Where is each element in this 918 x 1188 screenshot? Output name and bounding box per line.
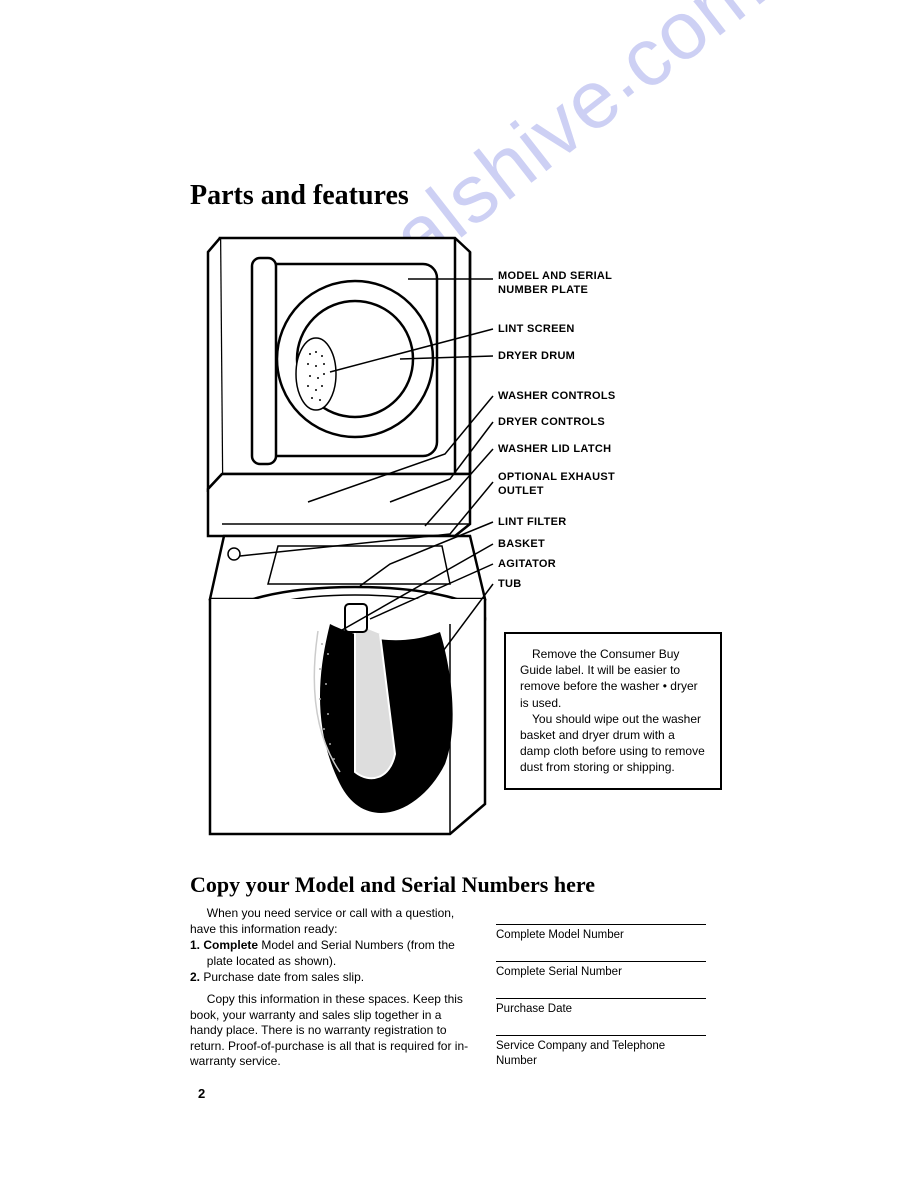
callout-basket: BASKET [498, 538, 545, 552]
steps-list: 1. Complete Model and Serial Numbers (fr… [190, 938, 470, 986]
parts-diagram: MODEL AND SERIAL NUMBER PLATE LINT SCREE… [190, 224, 730, 854]
field-label-service: Service Company and Telephone Number [496, 1039, 706, 1069]
field-purchase: Purchase Date [496, 998, 706, 1017]
section-title: Copy your Model and Serial Numbers here [190, 872, 730, 898]
step-1: 1. Complete Model and Serial Numbers (fr… [190, 938, 470, 969]
callout-dryer-controls: DRYER CONTROLS [498, 416, 605, 430]
note-p1: Remove the Consumer Buy Guide label. It … [520, 646, 706, 711]
blank-line[interactable] [496, 961, 706, 962]
page-title: Parts and features [190, 180, 730, 212]
callout-agitator: AGITATOR [498, 558, 556, 572]
fields-column: Complete Model Number Complete Serial Nu… [496, 906, 706, 1087]
callout-lint-filter: LINT FILTER [498, 516, 566, 530]
callout-lint-screen: LINT SCREEN [498, 323, 575, 337]
field-service: Service Company and Telephone Number [496, 1035, 706, 1069]
field-label-model: Complete Model Number [496, 928, 706, 943]
blank-line[interactable] [496, 1035, 706, 1036]
blank-line[interactable] [496, 924, 706, 925]
step-2: 2. Purchase date from sales slip. [190, 970, 470, 986]
page-content: Parts and features [190, 180, 730, 1087]
callout-optional-exhaust: OPTIONAL EXHAUST OUTLET [498, 471, 615, 499]
page-number: 2 [198, 1086, 205, 1101]
instructions-column: When you need service or call with a que… [190, 906, 470, 1087]
callout-model-serial: MODEL AND SERIAL NUMBER PLATE [498, 270, 612, 298]
note-box: Remove the Consumer Buy Guide label. It … [504, 632, 722, 790]
callout-washer-controls: WASHER CONTROLS [498, 390, 616, 404]
field-label-purchase: Purchase Date [496, 1002, 706, 1017]
intro-text: When you need service or call with a que… [190, 906, 470, 937]
closing-text: Copy this information in these spaces. K… [190, 992, 470, 1070]
blank-line[interactable] [496, 998, 706, 999]
lower-columns: When you need service or call with a que… [190, 906, 730, 1087]
note-p2: You should wipe out the washer basket an… [520, 711, 706, 776]
field-label-serial: Complete Serial Number [496, 965, 706, 980]
callout-tub: TUB [498, 578, 522, 592]
field-serial: Complete Serial Number [496, 961, 706, 980]
callout-washer-lid-latch: WASHER LID LATCH [498, 443, 611, 457]
field-model: Complete Model Number [496, 924, 706, 943]
callout-dryer-drum: DRYER DRUM [498, 350, 575, 364]
